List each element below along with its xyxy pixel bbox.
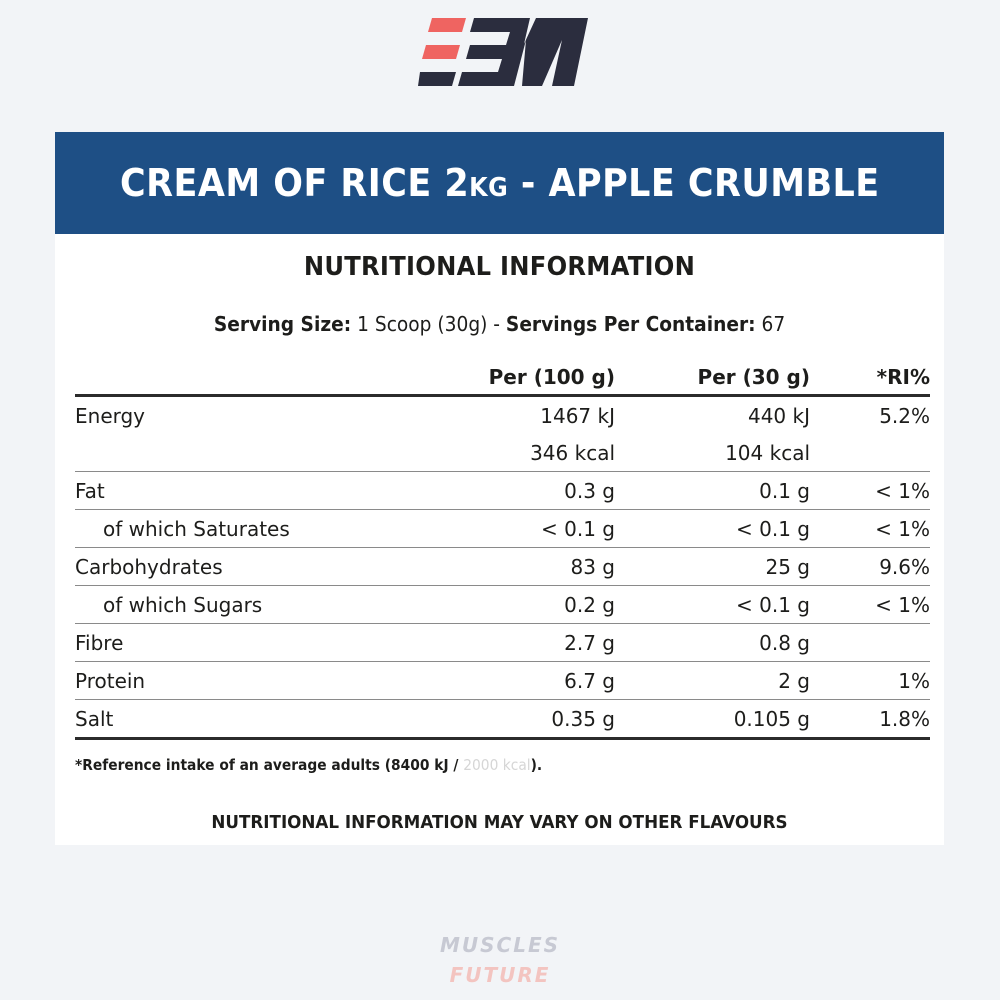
- table-row: Fibre 2.7 g 0.8 g: [75, 623, 930, 662]
- value-ri: < 1%: [810, 509, 930, 548]
- value-per-100g: 0.3 g: [430, 471, 615, 510]
- value-per-30g: 25 g: [615, 547, 810, 586]
- brand-line-2: FUTURE: [449, 963, 551, 987]
- table-row: 346 kcal 104 kcal: [75, 434, 930, 472]
- table-row: of which Sugars 0.2 g < 0.1 g < 1%: [75, 585, 930, 624]
- value-ri: [810, 623, 930, 662]
- table-row: Fat 0.3 g 0.1 g < 1%: [75, 471, 930, 510]
- value-ri: 1%: [810, 661, 930, 700]
- value-ri: 1.8%: [810, 699, 930, 740]
- table-row: Salt 0.35 g 0.105 g 1.8%: [75, 699, 930, 740]
- nutrition-table: Per (100 g) Per (30 g) *RI% Energy 1467 …: [75, 360, 930, 740]
- table-row: Energy 1467 kJ 440 kJ 5.2%: [75, 396, 930, 435]
- table-row: of which Saturates < 0.1 g < 0.1 g < 1%: [75, 509, 930, 548]
- value-per-100g: 346 kcal: [430, 434, 615, 472]
- product-title: CREAM OF RICE 2KG - APPLE CRUMBLE: [119, 161, 880, 205]
- value-ri: [810, 434, 930, 472]
- value-per-100g: < 0.1 g: [430, 509, 615, 548]
- value-per-30g: 2 g: [615, 661, 810, 700]
- table-row: Protein 6.7 g 2 g 1%: [75, 661, 930, 700]
- value-per-100g: 0.2 g: [430, 585, 615, 624]
- column-header-per-100g: Per (100 g): [430, 360, 615, 397]
- nutrient-name: of which Sugars: [75, 585, 430, 624]
- nutrient-name: Fibre: [75, 623, 430, 662]
- reference-intake-footnote: *Reference intake of an average adults (…: [75, 756, 543, 774]
- nutrition-card: CREAM OF RICE 2KG - APPLE CRUMBLE NUTRIT…: [55, 132, 944, 845]
- value-per-100g: 0.35 g: [430, 699, 615, 740]
- value-per-30g: 440 kJ: [747, 403, 810, 428]
- value-per-30g: < 0.1 g: [615, 509, 810, 548]
- value-per-100g: 6.7 g: [430, 661, 615, 700]
- value-per-100g: 1467 kJ: [540, 403, 615, 428]
- value-per-30g: 104 kcal: [615, 434, 810, 472]
- value-ri: < 1%: [810, 471, 930, 510]
- muscles-future-logo: [418, 18, 588, 86]
- brand-line-1: MUSCLES: [439, 933, 561, 957]
- value-per-30g: 0.8 g: [615, 623, 810, 662]
- value-per-30g: < 0.1 g: [615, 585, 810, 624]
- nutrient-name: [75, 434, 430, 472]
- nutrient-name: Protein: [75, 661, 430, 700]
- column-header-per-30g: Per (30 g): [615, 360, 810, 397]
- brand-wordmark: MUSCLES FUTURE: [0, 930, 1000, 990]
- value-ri: 9.6%: [810, 547, 930, 586]
- value-per-100g: 83 g: [430, 547, 615, 586]
- table-header-row: Per (100 g) Per (30 g) *RI%: [75, 360, 930, 397]
- table-row: Carbohydrates 83 g 25 g 9.6%: [75, 547, 930, 586]
- value-ri: 5.2%: [879, 403, 930, 428]
- nutrient-name: Carbohydrates: [75, 547, 430, 586]
- nutrition-heading: NUTRITIONAL INFORMATION: [303, 252, 696, 282]
- value-per-30g: 0.105 g: [615, 699, 810, 740]
- value-ri: < 1%: [810, 585, 930, 624]
- serving-info: Serving Size: 1 Scoop (30g) - Servings P…: [213, 312, 786, 336]
- column-header-ri: *RI%: [810, 360, 930, 397]
- nutrient-name: of which Saturates: [75, 509, 430, 548]
- flavour-disclaimer: NUTRITIONAL INFORMATION MAY VARY ON OTHE…: [211, 812, 788, 833]
- nutrient-name: Fat: [75, 471, 430, 510]
- value-per-100g: 2.7 g: [430, 623, 615, 662]
- nutrient-name: Energy: [75, 403, 146, 428]
- product-banner: CREAM OF RICE 2KG - APPLE CRUMBLE: [55, 132, 944, 234]
- column-header-nutrient: [75, 360, 430, 397]
- value-per-30g: 0.1 g: [615, 471, 810, 510]
- nutrient-name: Salt: [75, 699, 430, 740]
